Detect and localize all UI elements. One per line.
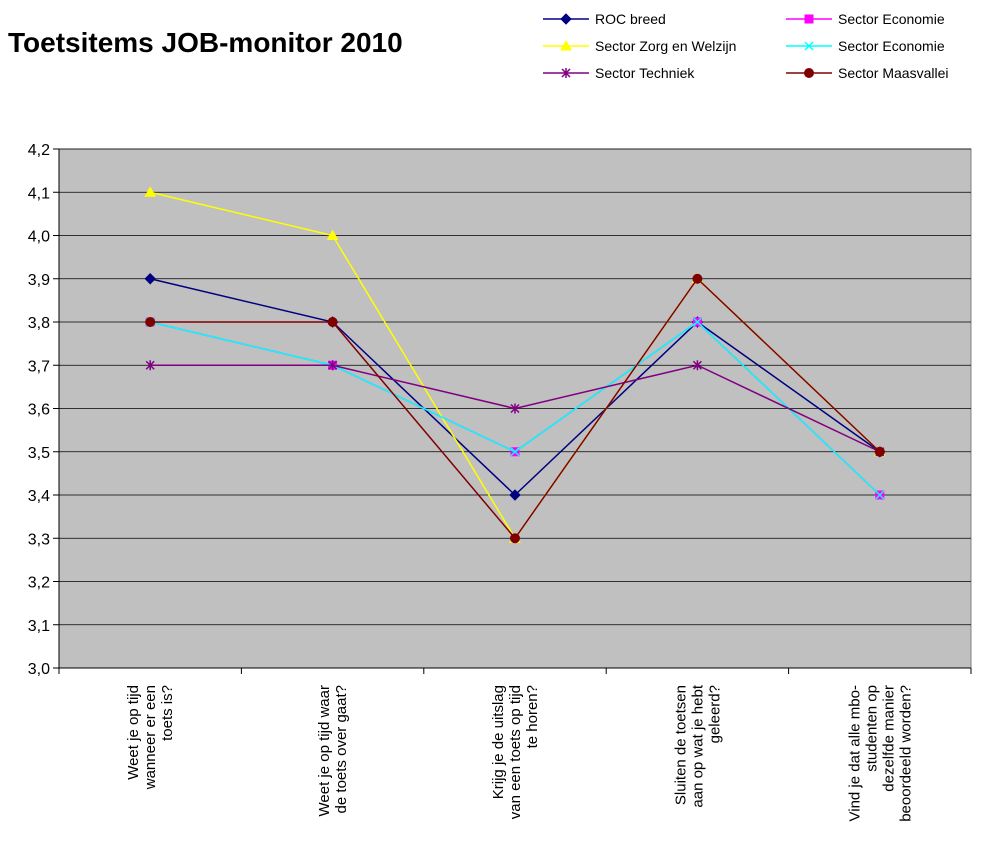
x-category-label-line: te horen?: [524, 685, 541, 748]
data-point: [874, 446, 885, 457]
data-point: [875, 490, 885, 500]
y-tick-label: 4,1: [28, 185, 50, 202]
data-point: [692, 360, 702, 371]
legend-marker: [804, 14, 814, 24]
y-axis-tick-labels: 3,0 3,1 3,2 3,3 3,4 3,5 3,6 3,7 3,8 3,9 4,0 4,1 4,2: [28, 142, 50, 678]
legend-label: Sector Economie: [838, 11, 945, 27]
data-point: [328, 360, 338, 371]
y-tick-label: 3,2: [28, 575, 50, 592]
y-tick-label: 3,1: [28, 618, 50, 635]
x-category-label-line: geleerd?: [706, 685, 723, 743]
legend-label: ROC breed: [595, 11, 666, 27]
legend-label: Sector Economie: [838, 38, 945, 54]
legend-entry: Sector Zorg en Welzijn: [543, 38, 736, 54]
x-category-label-line: aan op wat je hebt: [689, 684, 706, 807]
legend-entry: Sector Economie: [786, 38, 945, 54]
legend-label: Sector Zorg en Welzijn: [595, 38, 736, 54]
x-category-label-line: beoordeeld worden?: [897, 685, 914, 822]
legend-marker: [804, 68, 814, 78]
data-point: [145, 360, 155, 371]
legend-marker: [561, 68, 571, 78]
series: [145, 273, 885, 544]
x-category-label-line: Weet je op tijd: [125, 685, 142, 780]
y-tick-label: 3,6: [28, 402, 50, 419]
data-point: [326, 229, 339, 240]
y-tick-label: 4,2: [28, 142, 50, 159]
legend-entry: ROC breed: [543, 11, 666, 27]
x-category-label-line: studenten op: [863, 685, 880, 772]
x-category-label: Weet je op tijd wanneer er een toets is?: [125, 685, 176, 790]
chart-title: Toetsitems JOB-monitor 2010: [8, 27, 403, 58]
y-tick-label: 3,9: [28, 272, 50, 289]
x-category-label: Krijg je de uitslag van een toets op tijd…: [490, 685, 541, 819]
x-category-label-line: wanneer er een: [142, 685, 159, 790]
data-point: [144, 186, 157, 197]
data-point: [692, 317, 702, 327]
x-category-label-line: toets is?: [159, 685, 176, 741]
legend-entry: Sector Techniek: [543, 65, 695, 81]
y-tick-label: 3,4: [28, 488, 50, 505]
x-category-label-line: van een toets op tijd: [507, 685, 524, 819]
x-category-label-line: dezelfde manier: [880, 685, 897, 792]
x-category-label-line: de toets over gaat?: [333, 685, 350, 813]
data-point: [510, 533, 520, 544]
legend-entry: Sector Economie: [786, 11, 945, 27]
y-tick-label: 3,7: [28, 358, 50, 375]
legend-label: Sector Techniek: [595, 65, 695, 81]
y-tick-label: 3,3: [28, 531, 50, 548]
chart-legend: ROC breed Sector Economie Sector Zorg en W…: [543, 11, 949, 81]
x-category-label: Vind je dat alle mbo-studenten op dezelfd…: [846, 685, 914, 822]
data-point: [509, 489, 521, 501]
legend-marker: [804, 41, 814, 51]
data-point: [145, 317, 156, 327]
axes: [53, 148, 972, 674]
x-category-label: Weet je op tijd waar de toets over gaat?: [316, 685, 350, 816]
x-axis-category-labels: Weet je op tijd wanneer er een toets is? We…: [125, 684, 914, 822]
y-tick-label: 4,0: [28, 229, 50, 246]
data-point: [327, 317, 338, 327]
legend-marker: [560, 39, 572, 51]
legend-marker: [560, 13, 572, 25]
data-point: [144, 273, 156, 285]
series-lines: [144, 186, 886, 544]
x-category-label: Sluiten de toetsen aan op wat je hebt gele…: [672, 684, 723, 807]
x-category-label-line: Vind je dat alle mbo-: [846, 685, 863, 821]
data-point: [510, 403, 520, 414]
x-category-label-line: Krijg je de uitslag: [490, 685, 507, 799]
legend-label: Sector Maasvallei: [838, 65, 949, 81]
y-tick-label: 3,8: [28, 315, 50, 332]
legend-entry: Sector Maasvallei: [786, 65, 949, 81]
x-category-label-line: Weet je op tijd waar: [316, 685, 333, 816]
data-point: [510, 447, 520, 457]
data-point: [692, 273, 703, 284]
y-tick-label: 3,0: [28, 661, 50, 678]
y-tick-label: 3,5: [28, 445, 50, 462]
x-category-label-line: Sluiten de toetsen: [672, 685, 689, 805]
